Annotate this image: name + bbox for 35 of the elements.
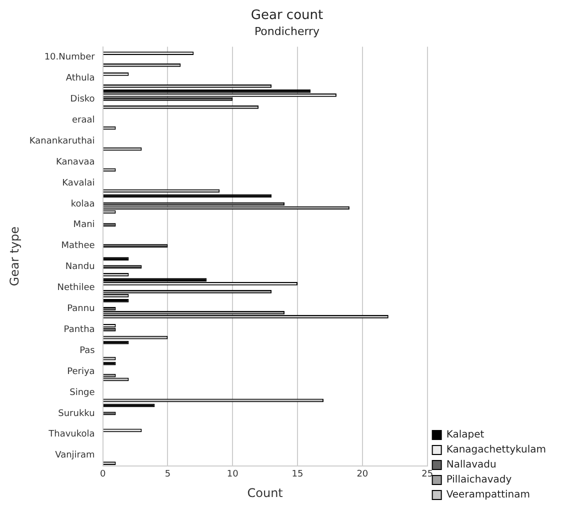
legend-label: Kalapet: [446, 430, 484, 441]
y-tick-label: eraal: [72, 115, 95, 126]
y-tick-label: Kanavaa: [56, 157, 95, 168]
y-tick-label: Mani: [73, 220, 95, 230]
y-tick-label: Vanjiram: [55, 450, 95, 461]
y-tick-label: kolaa: [70, 199, 95, 210]
y-tick-label: Mathee: [61, 241, 96, 252]
y-tick-label: Thavukola: [48, 430, 95, 440]
legend-label: Veerampattinam: [446, 490, 530, 501]
y-tick-label: Pannu: [67, 304, 95, 314]
y-axis-title: Gear type: [7, 226, 22, 286]
x-tick-label: 5: [164, 470, 171, 480]
y-tick-label: Pas: [80, 346, 96, 356]
y-tick-label: Periya: [67, 366, 95, 377]
y-tick-label: Surukku: [58, 408, 95, 419]
y-tick-label: Nandu: [65, 262, 95, 272]
y-tick-label: Nethilee: [57, 283, 96, 294]
y-tick-label: Kanankaruthai: [29, 136, 95, 146]
legend-label: Kanagachettykulam: [446, 444, 546, 456]
y-tick-label: Pantha: [64, 324, 95, 335]
y-tick-label: Kavalai: [62, 178, 95, 188]
x-tick-label: 20: [356, 470, 368, 480]
chart-title: Gear count: [250, 8, 324, 24]
y-tick-label: Singe: [70, 388, 96, 398]
y-tick-label: Disko: [70, 94, 96, 105]
legend-label: Nallavadu: [446, 460, 496, 471]
x-tick-label: 10: [226, 470, 239, 480]
y-tick-label: Athula: [66, 74, 95, 84]
x-tick-label: 0: [100, 470, 106, 480]
x-tick-label: 15: [292, 470, 304, 480]
x-axis-title: Count: [247, 486, 284, 500]
legend-label: Pillaichavady: [446, 474, 512, 486]
x-tick-label: 25: [422, 470, 434, 480]
y-tick-label: 10.Number: [44, 52, 96, 63]
chart-subtitle: Pondicherry: [254, 25, 320, 38]
